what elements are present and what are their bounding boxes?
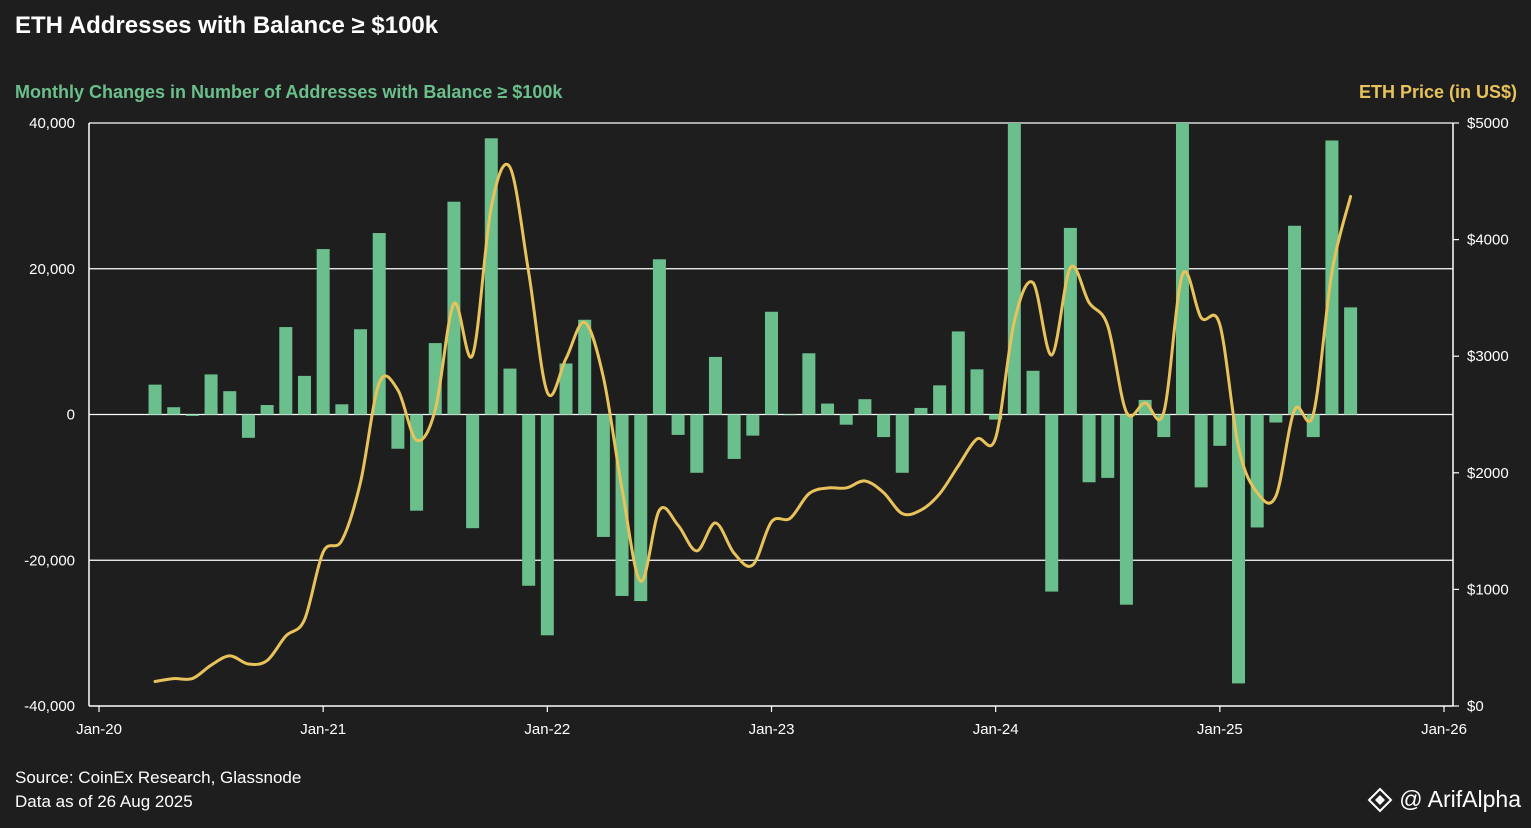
bar (522, 414, 536, 586)
bar (223, 391, 237, 415)
bar (839, 414, 853, 425)
bar (933, 385, 947, 415)
bar (951, 331, 965, 415)
bar (297, 375, 311, 415)
bar (148, 384, 162, 415)
bar (877, 414, 891, 438)
bar (708, 356, 722, 415)
bar (914, 407, 928, 415)
right-tick-label: $3000 (1467, 348, 1509, 365)
bar (185, 414, 199, 416)
bar (1045, 414, 1059, 592)
bar (503, 368, 517, 415)
bar (727, 414, 741, 459)
source-note: Source: CoinEx Research, Glassnode (15, 768, 302, 787)
bar (690, 414, 704, 473)
left-tick-label: -40,000 (24, 698, 75, 715)
right-axis-title: ETH Price (in US$) (1358, 82, 1517, 102)
bar (634, 414, 648, 602)
right-tick-label: $0 (1467, 698, 1484, 715)
bar (241, 414, 255, 438)
bar (1194, 414, 1208, 488)
bar (783, 414, 797, 416)
right-tick-label: $1000 (1467, 581, 1509, 598)
bar (802, 353, 816, 415)
bar (596, 414, 610, 537)
bar (1344, 307, 1358, 415)
bar (1288, 225, 1302, 415)
bar (1082, 414, 1096, 483)
x-tick-label: Jan-21 (300, 721, 346, 738)
bar (335, 404, 349, 415)
left-tick-label: 0 (67, 407, 75, 424)
axes: 40,000 20,000 0 -20,000 -40,000 $5000 $4000 $30… (24, 115, 1509, 738)
bar (746, 414, 760, 436)
bar (1063, 227, 1077, 415)
left-axis-title: Monthly Changes in Number of Addresses w… (15, 82, 563, 102)
bar (466, 414, 480, 529)
x-tick-label: Jan-26 (1421, 721, 1467, 738)
data-date-note: Data as of 26 Aug 2025 (15, 792, 193, 811)
bar (559, 363, 573, 415)
right-tick-label: $5000 (1467, 115, 1509, 132)
x-tick-label: Jan-23 (749, 721, 795, 738)
brand: @ ArifAlpha (1367, 786, 1521, 813)
bar (765, 311, 778, 415)
bar-series (148, 123, 1358, 684)
bar (1232, 414, 1246, 684)
x-tick-label: Jan-25 (1197, 721, 1243, 738)
footer: Source: CoinEx Research, Glassnode Data … (15, 766, 301, 814)
bar (354, 329, 368, 415)
bar (540, 414, 554, 636)
bar (671, 414, 685, 435)
bar (1250, 414, 1264, 528)
eth-price-line (153, 162, 1353, 684)
diamond-logo-icon (1367, 787, 1393, 812)
x-tick-label: Jan-20 (76, 721, 122, 738)
bar (391, 414, 405, 449)
bar (1269, 414, 1283, 423)
bar (1007, 123, 1021, 415)
bar (260, 405, 274, 415)
bar (316, 249, 330, 415)
bar (578, 319, 592, 415)
bar (1175, 123, 1189, 415)
bar (1213, 414, 1227, 446)
chart-title: ETH Addresses with Balance ≥ $100k (15, 12, 439, 39)
bar (821, 403, 835, 415)
price-line-series (153, 162, 1353, 684)
bar (167, 407, 181, 415)
x-tick-label: Jan-24 (973, 721, 1019, 738)
right-tick-label: $4000 (1467, 232, 1509, 249)
bar (895, 414, 909, 473)
bar (989, 414, 1003, 420)
left-tick-label: -20,000 (24, 552, 75, 569)
bar (1101, 414, 1115, 478)
bar (652, 259, 666, 415)
bar (447, 201, 461, 415)
bar (858, 399, 872, 415)
right-tick-label: $2000 (1467, 465, 1509, 482)
bar (372, 233, 386, 415)
brand-label: @ ArifAlpha (1399, 786, 1521, 812)
bar (970, 369, 984, 415)
bar (279, 327, 293, 415)
bar (1026, 370, 1040, 415)
bar (484, 138, 498, 415)
left-tick-label: 20,000 (29, 261, 75, 278)
left-tick-label: 40,000 (29, 115, 75, 132)
x-tick-label: Jan-22 (524, 721, 570, 738)
bar (1119, 414, 1133, 605)
bar (1157, 414, 1171, 438)
bar (615, 414, 629, 596)
bar (204, 374, 218, 415)
